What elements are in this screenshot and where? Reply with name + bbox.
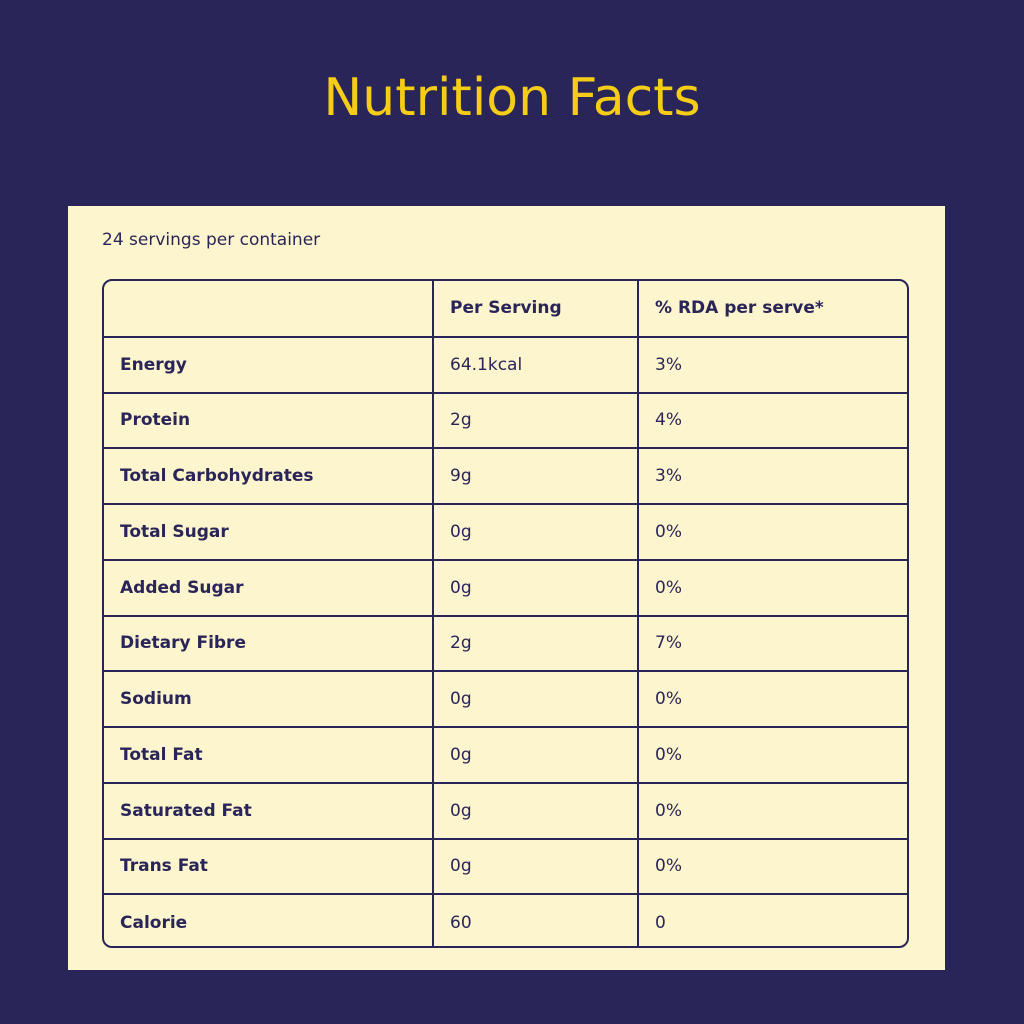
rda-value: 0% <box>638 559 907 617</box>
nutrient-name: Dietary Fibre <box>104 615 434 673</box>
table-row: Total Fat 0g 0% <box>104 727 907 784</box>
rda-value: 3% <box>638 336 907 394</box>
per-serving-value: 2g <box>433 392 639 450</box>
nutrient-name: Total Carbohydrates <box>104 448 434 505</box>
rda-value: 0 <box>655 912 666 933</box>
table-row: Total Carbohydrates 9g 3% <box>104 448 907 505</box>
header-nutrient <box>104 281 434 338</box>
rda-value: 3% <box>638 448 907 505</box>
nutrient-name: Added Sugar <box>104 559 434 617</box>
table-row: Sodium 0g 0% <box>104 671 907 728</box>
table-row: Added Sugar 0g 0% <box>104 559 907 617</box>
per-serving-value: 64.1kcal <box>433 336 639 394</box>
per-serving-value: 2g <box>433 615 639 673</box>
rda-value: 0% <box>638 671 907 728</box>
nutrition-table: Per Serving % RDA per serve* Energy 64.1… <box>102 279 909 948</box>
table-row: Saturated Fat 0g 0% <box>104 782 907 840</box>
table-row: Dietary Fibre 2g 7% <box>104 615 907 673</box>
nutrient-name: Protein <box>104 392 434 450</box>
nutrient-name: Trans Fat <box>104 838 434 896</box>
header-per-serving: Per Serving <box>433 281 639 338</box>
per-serving-value: 0g <box>433 671 639 728</box>
per-serving-value: 0g <box>433 782 639 840</box>
rda-value: 4% <box>638 392 907 450</box>
rda-value: 0% <box>638 504 907 561</box>
servings-per-container: 24 servings per container <box>102 230 321 250</box>
nutrient-name: Saturated Fat <box>104 782 434 840</box>
per-serving-value: 0g <box>433 838 639 896</box>
table-row: Energy 64.1kcal 3% <box>104 336 907 394</box>
per-serving-value: 60 <box>433 894 639 946</box>
per-serving-value: 0g <box>433 504 639 561</box>
nutrient-name: Calorie <box>104 894 434 946</box>
table-header-row: Per Serving % RDA per serve* <box>104 281 907 338</box>
rda-value: 0% <box>638 727 907 784</box>
per-serving-value: 0g <box>433 727 639 784</box>
table-row: Calorie 60 0 <box>104 894 907 946</box>
per-serving-value: 9g <box>433 448 639 505</box>
nutrient-name: Energy <box>104 336 434 394</box>
page-title: Nutrition Facts <box>323 68 701 128</box>
per-serving-value: 0g <box>433 559 639 617</box>
rda-value: 0% <box>638 838 907 896</box>
rda-value: 0% <box>638 782 907 840</box>
nutrient-name: Sodium <box>104 671 434 728</box>
table-row: Protein 2g 4% <box>104 392 907 450</box>
nutrient-name: Total Fat <box>104 727 434 784</box>
table-row: Total Sugar 0g 0% <box>104 504 907 561</box>
header-rda: % RDA per serve* <box>638 281 907 338</box>
table-row: Trans Fat 0g 0% <box>104 838 907 896</box>
rda-value: 7% <box>638 615 907 673</box>
nutrient-name: Total Sugar <box>104 504 434 561</box>
